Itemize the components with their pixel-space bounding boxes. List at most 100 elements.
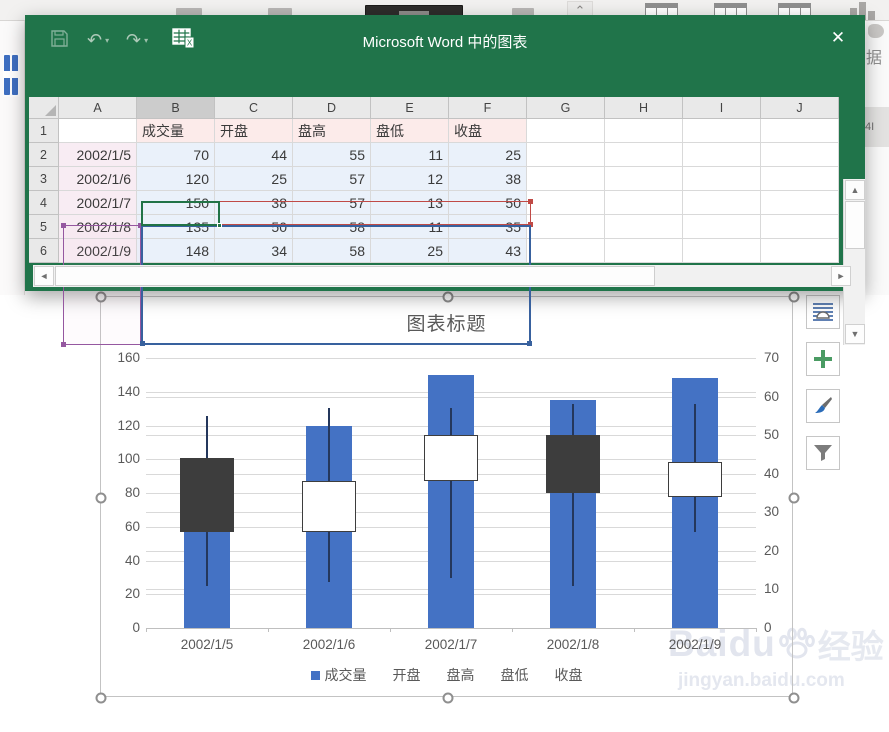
chart-filters-button[interactable] [806,436,840,470]
cell-B1[interactable]: 成交量 [137,119,215,143]
cell-E4[interactable]: 13 [371,191,449,215]
cell-B3[interactable]: 120 [137,167,215,191]
cell-I6[interactable] [683,239,761,263]
cell-F6[interactable]: 43 [449,239,527,263]
edit-data-button[interactable]: X [172,28,194,48]
cell-A5[interactable]: 2002/1/8 [59,215,137,239]
cell-J3[interactable] [761,167,839,191]
redo-dropdown-caret-icon[interactable]: ▾ [144,36,149,45]
column-header-G[interactable]: G [527,97,605,119]
cell-D4[interactable]: 57 [293,191,371,215]
column-header-H[interactable]: H [605,97,683,119]
cell-A4[interactable]: 2002/1/7 [59,191,137,215]
cell-J5[interactable] [761,215,839,239]
column-header-B[interactable]: B [137,97,215,119]
cell-C4[interactable]: 38 [215,191,293,215]
legend-item-收盘[interactable]: 收盘 [555,665,583,685]
cell-D6[interactable]: 58 [293,239,371,263]
undo-dropdown-caret-icon[interactable]: ▾ [105,36,110,45]
cell-E2[interactable]: 11 [371,143,449,167]
cell-C5[interactable]: 50 [215,215,293,239]
legend-item-开盘[interactable]: 开盘 [393,665,421,685]
cell-I2[interactable] [683,143,761,167]
cell-J2[interactable] [761,143,839,167]
legend-item-成交量[interactable]: 成交量 [310,665,367,685]
window-titlebar[interactable]: ↶ ▾ ↷ ▾ X Microsoft Word 中的图表 ✕ [25,15,865,97]
cell-F4[interactable]: 50 [449,191,527,215]
cell-E5[interactable]: 11 [371,215,449,239]
cell-B5[interactable]: 135 [137,215,215,239]
scroll-right-icon[interactable]: ► [831,266,851,286]
cell-G2[interactable] [527,143,605,167]
cell-J4[interactable] [761,191,839,215]
cell-H5[interactable] [605,215,683,239]
cell-I3[interactable] [683,167,761,191]
row-header-5[interactable]: 5 [29,215,59,239]
cell-A6[interactable]: 2002/1/9 [59,239,137,263]
up-bar-box[interactable] [302,481,356,532]
chart-gallery-item[interactable] [512,8,534,17]
chart-selection-handle[interactable] [788,291,800,303]
redo-button[interactable]: ↷ ▾ [126,30,148,51]
scroll-down-icon[interactable]: ▼ [845,324,865,344]
cell-I4[interactable] [683,191,761,215]
cell-J6[interactable] [761,239,839,263]
cell-D2[interactable]: 55 [293,143,371,167]
layout-options-button[interactable] [806,295,840,329]
chart-elements-button[interactable] [806,342,840,376]
cell-A3[interactable]: 2002/1/6 [59,167,137,191]
cell-H6[interactable] [605,239,683,263]
row-header-3[interactable]: 3 [29,167,59,191]
chart-styles-button[interactable] [806,389,840,423]
column-header-D[interactable]: D [293,97,371,119]
row-header-1[interactable]: 1 [29,119,59,143]
cell-H3[interactable] [605,167,683,191]
cell-H4[interactable] [605,191,683,215]
cell-C1[interactable]: 开盘 [215,119,293,143]
cell-E6[interactable]: 25 [371,239,449,263]
column-header-J[interactable]: J [761,97,839,119]
cell-F3[interactable]: 38 [449,167,527,191]
cell-E3[interactable]: 12 [371,167,449,191]
column-header-I[interactable]: I [683,97,761,119]
down-bar-box[interactable] [546,435,600,493]
cell-G1[interactable] [527,119,605,143]
chart-title[interactable]: 图表标题 [406,314,487,335]
close-button[interactable]: ✕ [825,25,851,51]
select-all-corner[interactable] [29,97,59,119]
cell-F2[interactable]: 25 [449,143,527,167]
chart-object[interactable]: 图表标题 成交量 开盘 盘高 盘低 收盘 0 20 40 60 80 100 120 140 160 0 1… [95,291,800,704]
cell-G6[interactable] [527,239,605,263]
cell-D5[interactable]: 58 [293,215,371,239]
chart-gallery-item[interactable] [176,8,202,17]
save-button[interactable] [51,30,68,47]
legend-item-盘低[interactable]: 盘低 [501,665,529,685]
chart-selection-handle[interactable] [442,692,453,704]
column-header-C[interactable]: C [215,97,293,119]
cell-E1[interactable]: 盘低 [371,119,449,143]
undo-button[interactable]: ↶ ▾ [87,30,109,51]
legend-item-盘高[interactable]: 盘高 [447,665,475,685]
cell-I5[interactable] [683,215,761,239]
cell-F5[interactable]: 35 [449,215,527,239]
cell-G3[interactable] [527,167,605,191]
cell-B4[interactable]: 150 [137,191,215,215]
down-bar-box[interactable] [180,458,234,532]
chart-gallery-item[interactable] [268,8,292,17]
cell-G4[interactable] [527,191,605,215]
column-header-A[interactable]: A [59,97,137,119]
up-bar-box[interactable] [424,435,478,482]
horizontal-scrollbar[interactable]: ◄ ► [33,265,865,287]
cell-D1[interactable]: 盘高 [293,119,371,143]
chart-selection-handle[interactable] [788,692,800,704]
cell-D3[interactable]: 57 [293,167,371,191]
cell-A2[interactable]: 2002/1/5 [59,143,137,167]
chart-selection-handle[interactable] [788,492,800,503]
cell-F1[interactable]: 收盘 [449,119,527,143]
cell-C2[interactable]: 44 [215,143,293,167]
cell-A1[interactable] [59,119,137,143]
cell-H2[interactable] [605,143,683,167]
chart-selection-handle[interactable] [95,291,107,303]
cell-I1[interactable] [683,119,761,143]
